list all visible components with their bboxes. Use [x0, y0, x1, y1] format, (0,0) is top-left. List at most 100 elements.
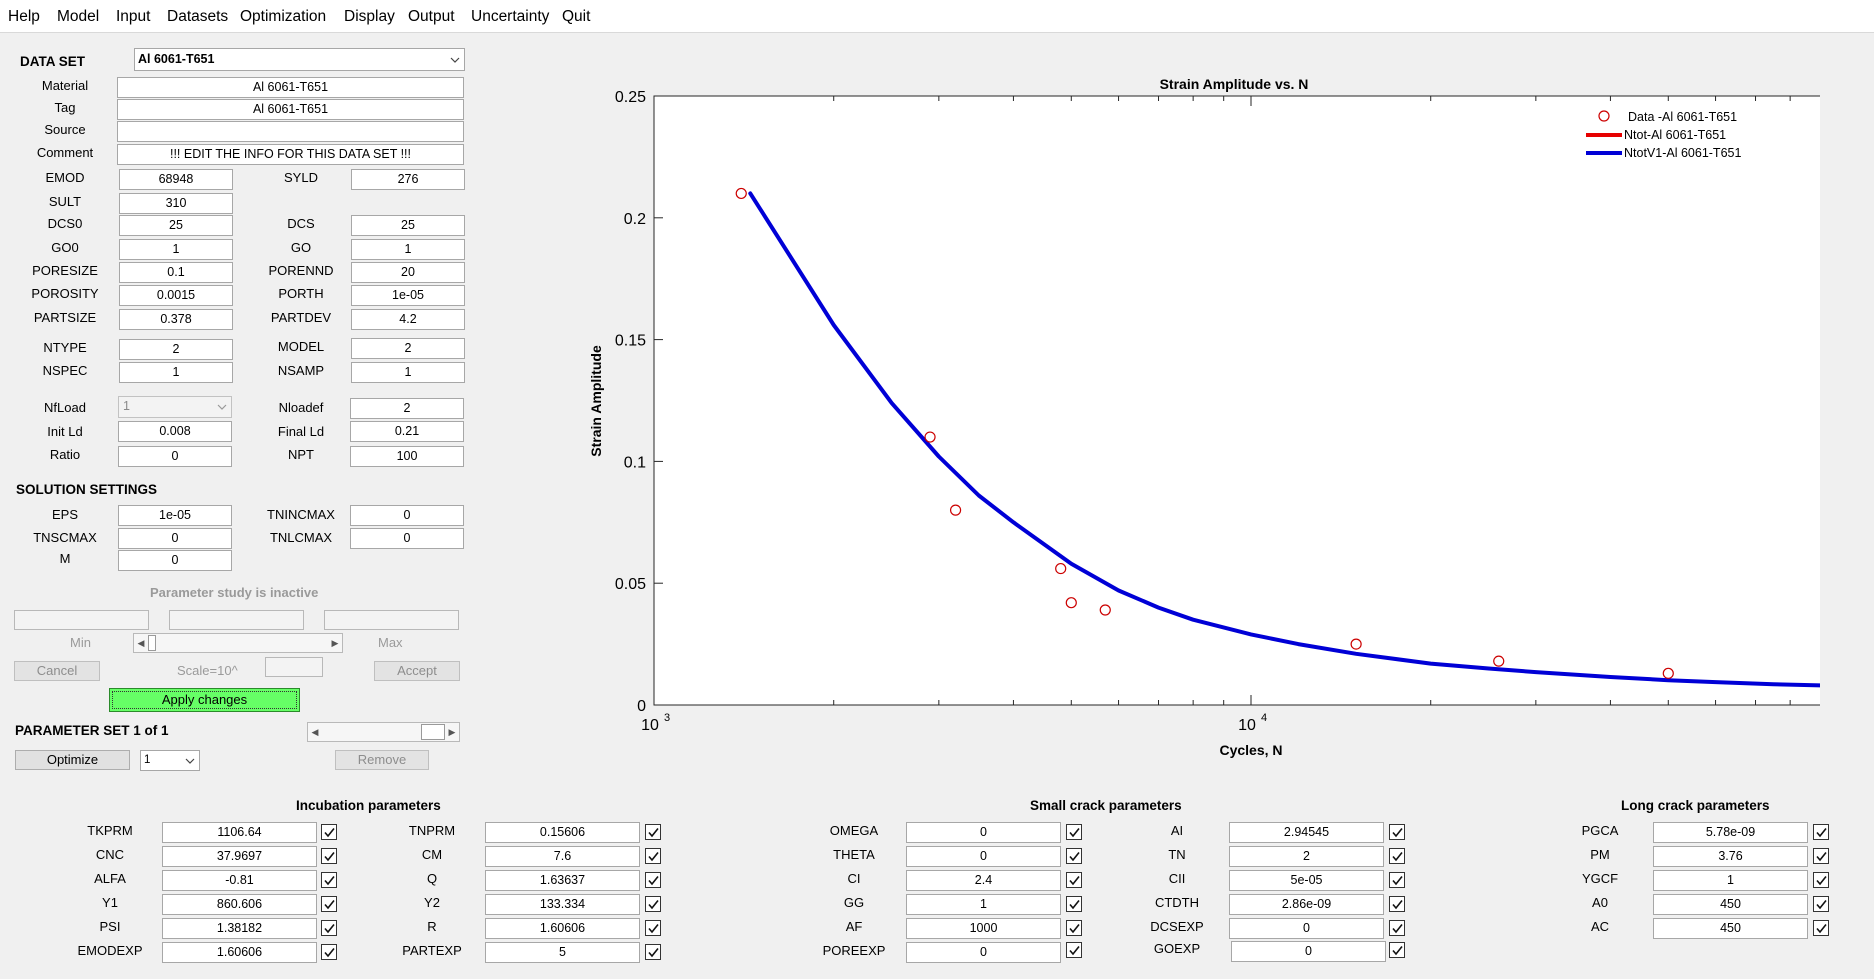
param-checkbox[interactable]	[1066, 920, 1082, 936]
optimize-button[interactable]: Optimize	[15, 750, 130, 770]
param-checkbox[interactable]	[1813, 848, 1829, 864]
param-checkbox[interactable]	[321, 824, 337, 840]
param-checkbox[interactable]	[321, 848, 337, 864]
menu-output[interactable]: Output	[408, 8, 455, 25]
param-checkbox[interactable]	[1813, 872, 1829, 888]
param-field[interactable]: 2	[351, 338, 465, 359]
parameter-set-slider[interactable]: ◀ ▶	[307, 722, 460, 742]
remove-button[interactable]: Remove	[335, 750, 429, 770]
param-field[interactable]: 0	[906, 822, 1061, 843]
parameter-set-select[interactable]: 1	[140, 750, 200, 771]
param-field[interactable]: 1	[351, 362, 465, 383]
param-checkbox[interactable]	[1813, 896, 1829, 912]
menu-input[interactable]: Input	[116, 8, 151, 25]
param-checkbox[interactable]	[1813, 920, 1829, 936]
tag-field[interactable]: Al 6061-T651	[117, 99, 464, 120]
slider-thumb[interactable]	[148, 635, 156, 651]
param-field[interactable]: 2	[1229, 846, 1384, 867]
param-checkbox[interactable]	[1389, 848, 1405, 864]
cancel-button[interactable]: Cancel	[14, 661, 100, 681]
param-checkbox[interactable]	[1389, 824, 1405, 840]
menu-datasets[interactable]: Datasets	[167, 8, 229, 25]
param-field[interactable]: 1.63637	[485, 870, 640, 891]
comment-field[interactable]: !!! EDIT THE INFO FOR THIS DATA SET !!!	[117, 144, 464, 165]
tnincmax-field[interactable]: 0	[350, 505, 464, 526]
menu-display[interactable]: Display	[344, 8, 395, 25]
nfload-select[interactable]: 1	[118, 396, 232, 418]
param-checkbox[interactable]	[645, 944, 661, 960]
nloadef-field[interactable]: 2	[350, 398, 464, 419]
param-checkbox[interactable]	[1066, 872, 1082, 888]
slider-thumb[interactable]	[421, 724, 445, 740]
param-field[interactable]: 0.378	[119, 309, 233, 330]
tnlcmax-field[interactable]: 0	[350, 528, 464, 549]
param-checkbox[interactable]	[321, 872, 337, 888]
accept-button[interactable]: Accept	[374, 661, 460, 681]
param-checkbox[interactable]	[321, 896, 337, 912]
param-study-field-3[interactable]	[324, 610, 459, 630]
scale-field[interactable]	[265, 657, 323, 677]
param-field[interactable]: 1000	[906, 918, 1061, 939]
param-field[interactable]: 450	[1653, 918, 1808, 939]
param-checkbox[interactable]	[1066, 896, 1082, 912]
param-study-field-1[interactable]	[14, 610, 149, 630]
param-checkbox[interactable]	[321, 944, 337, 960]
param-field[interactable]: 0	[1229, 918, 1384, 939]
param-field[interactable]: 1	[119, 239, 233, 260]
menu-quit[interactable]: Quit	[562, 8, 591, 25]
ratio-field[interactable]: 0	[118, 446, 232, 467]
param-checkbox[interactable]	[1066, 824, 1082, 840]
param-field[interactable]: 1	[1653, 870, 1808, 891]
eps-field[interactable]: 1e-05	[118, 505, 232, 526]
param-checkbox[interactable]	[1389, 942, 1405, 958]
param-checkbox[interactable]	[1066, 848, 1082, 864]
param-checkbox[interactable]	[645, 896, 661, 912]
param-checkbox[interactable]	[1066, 942, 1082, 958]
finalld-field[interactable]: 0.21	[350, 421, 464, 442]
m-field[interactable]: 0	[118, 550, 232, 571]
slider-right-arrow-icon[interactable]: ▶	[448, 727, 456, 737]
param-field[interactable]: 4.2	[351, 309, 465, 330]
param-field[interactable]: 68948	[119, 169, 233, 190]
menu-uncertainty[interactable]: Uncertainty	[471, 8, 550, 25]
param-study-field-2[interactable]	[169, 610, 304, 630]
param-field[interactable]: 25	[351, 215, 465, 236]
param-field[interactable]: 3.76	[1653, 846, 1808, 867]
menu-optimization[interactable]: Optimization	[240, 8, 327, 25]
menu-help[interactable]: Help	[8, 8, 40, 25]
param-checkbox[interactable]	[321, 920, 337, 936]
param-field[interactable]: 20	[351, 262, 465, 283]
source-field[interactable]	[117, 121, 464, 142]
param-field[interactable]: 7.6	[485, 846, 640, 867]
param-field[interactable]: 5e-05	[1229, 870, 1384, 891]
param-checkbox[interactable]	[645, 824, 661, 840]
param-field[interactable]: 0	[906, 846, 1061, 867]
param-field[interactable]: 2	[119, 339, 233, 360]
menu-model[interactable]: Model	[57, 8, 100, 25]
param-field[interactable]: 1e-05	[351, 285, 465, 306]
initld-field[interactable]: 0.008	[118, 421, 232, 442]
param-field[interactable]: 860.606	[162, 894, 317, 915]
param-field[interactable]: 0	[1231, 941, 1386, 962]
material-field[interactable]: Al 6061-T651	[117, 77, 464, 98]
param-field[interactable]: 5.78e-09	[1653, 822, 1808, 843]
tnscmax-field[interactable]: 0	[118, 528, 232, 549]
param-field[interactable]: 276	[351, 169, 465, 190]
param-field[interactable]: 1106.64	[162, 822, 317, 843]
param-field[interactable]: 5	[485, 942, 640, 963]
param-study-slider[interactable]: ◀ ▶	[133, 633, 343, 653]
slider-left-arrow-icon[interactable]: ◀	[311, 727, 319, 737]
param-field[interactable]: 133.334	[485, 894, 640, 915]
param-field[interactable]: 1.60606	[162, 942, 317, 963]
param-field[interactable]: 25	[119, 215, 233, 236]
param-checkbox[interactable]	[645, 848, 661, 864]
slider-left-arrow-icon[interactable]: ◀	[137, 638, 145, 648]
param-checkbox[interactable]	[1389, 920, 1405, 936]
param-field[interactable]: -0.81	[162, 870, 317, 891]
param-field[interactable]: 37.9697	[162, 846, 317, 867]
param-field[interactable]: 0.1	[119, 262, 233, 283]
param-field[interactable]: 1	[906, 894, 1061, 915]
param-checkbox[interactable]	[645, 920, 661, 936]
param-field[interactable]: 0.0015	[119, 285, 233, 306]
param-field[interactable]: 0.15606	[485, 822, 640, 843]
